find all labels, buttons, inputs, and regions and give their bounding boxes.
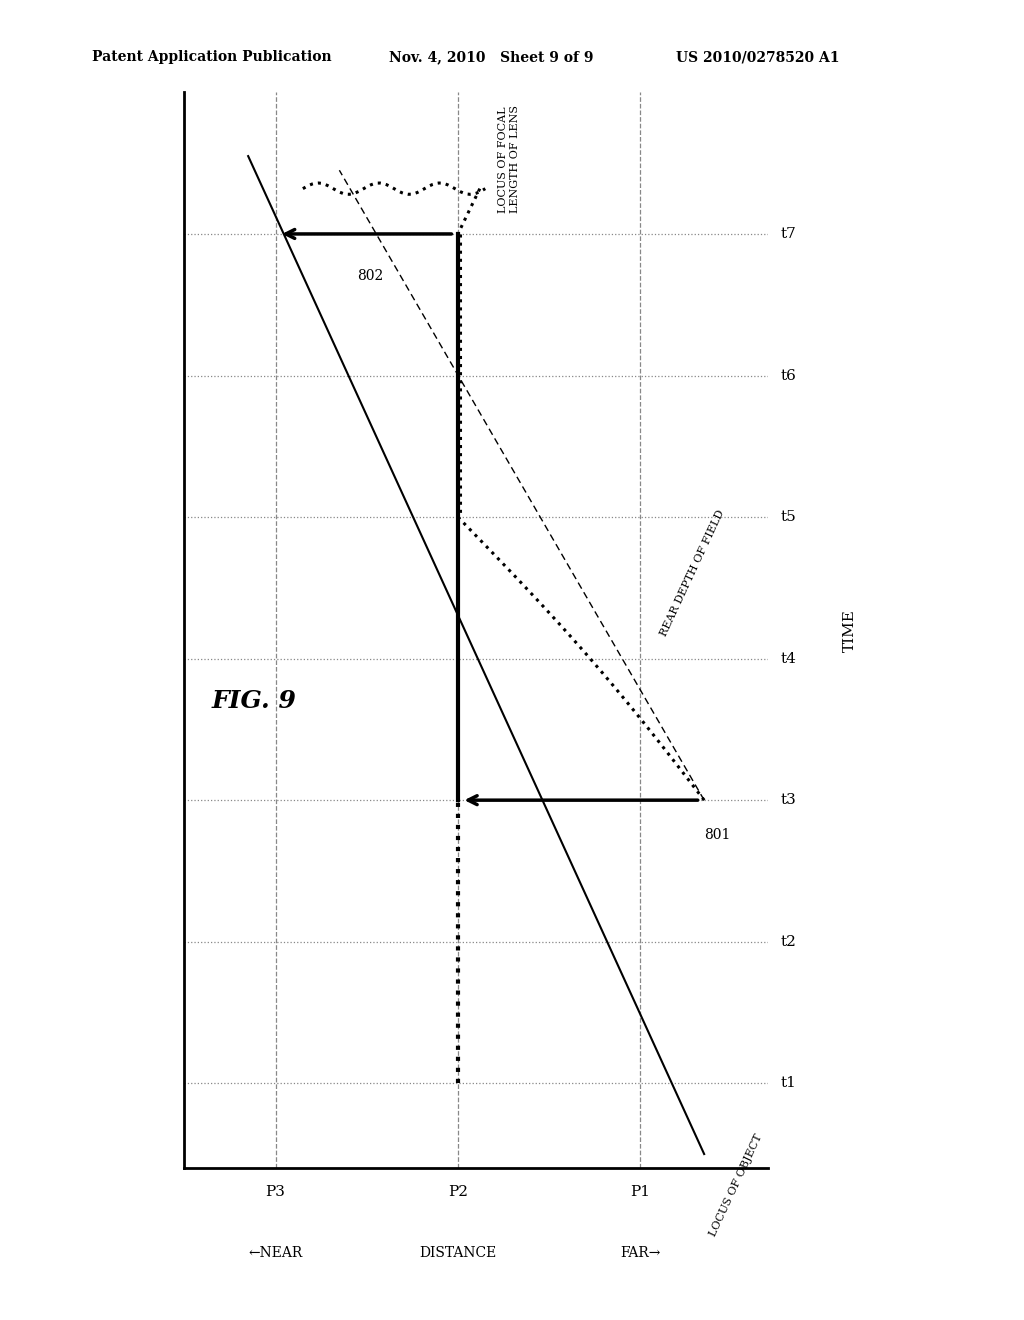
Text: DISTANCE: DISTANCE (419, 1246, 497, 1261)
Text: P3: P3 (265, 1185, 286, 1199)
Text: t3: t3 (780, 793, 797, 807)
Text: Patent Application Publication: Patent Application Publication (92, 50, 332, 65)
Text: ←NEAR: ←NEAR (249, 1246, 303, 1261)
Text: t7: t7 (780, 227, 797, 242)
Text: LOCUS OF OBJECT: LOCUS OF OBJECT (708, 1133, 764, 1238)
Text: t5: t5 (780, 510, 797, 524)
Text: FAR→: FAR→ (621, 1246, 660, 1261)
Text: 801: 801 (705, 829, 730, 842)
Text: t2: t2 (780, 935, 797, 949)
Text: P1: P1 (631, 1185, 650, 1199)
Text: t1: t1 (780, 1076, 797, 1090)
Text: REAR DEPTH OF FIELD: REAR DEPTH OF FIELD (658, 508, 726, 638)
Text: FIG. 9: FIG. 9 (212, 689, 297, 713)
Text: t4: t4 (780, 652, 797, 665)
Text: P2: P2 (447, 1185, 468, 1199)
Text: t6: t6 (780, 368, 797, 383)
Text: TIME: TIME (843, 609, 857, 652)
Text: Nov. 4, 2010   Sheet 9 of 9: Nov. 4, 2010 Sheet 9 of 9 (389, 50, 594, 65)
Text: US 2010/0278520 A1: US 2010/0278520 A1 (676, 50, 840, 65)
Text: LOCUS OF FOCAL
LENGTH OF LENS: LOCUS OF FOCAL LENGTH OF LENS (498, 104, 519, 213)
Text: 802: 802 (357, 269, 384, 284)
